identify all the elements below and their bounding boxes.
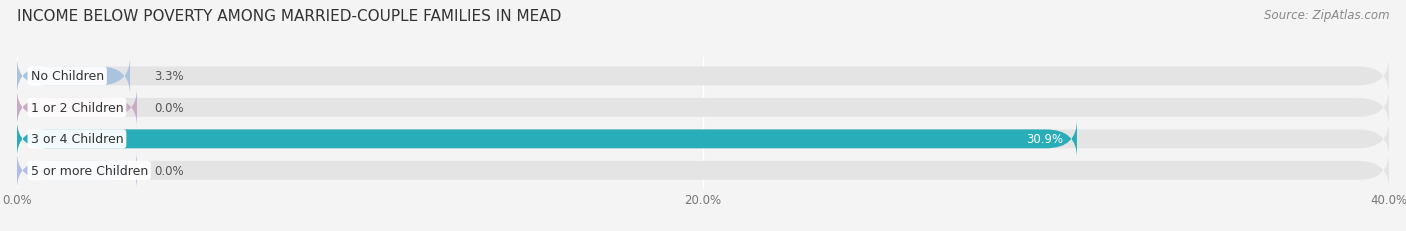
Text: INCOME BELOW POVERTY AMONG MARRIED-COUPLE FAMILIES IN MEAD: INCOME BELOW POVERTY AMONG MARRIED-COUPL… xyxy=(17,9,561,24)
Text: No Children: No Children xyxy=(31,70,104,83)
FancyBboxPatch shape xyxy=(17,89,1389,127)
Text: 5 or more Children: 5 or more Children xyxy=(31,164,148,177)
FancyBboxPatch shape xyxy=(17,152,1389,189)
FancyBboxPatch shape xyxy=(17,120,1077,158)
FancyBboxPatch shape xyxy=(17,120,1389,158)
Text: 0.0%: 0.0% xyxy=(155,164,184,177)
FancyBboxPatch shape xyxy=(17,89,136,127)
Text: 1 or 2 Children: 1 or 2 Children xyxy=(31,101,124,114)
Text: 3 or 4 Children: 3 or 4 Children xyxy=(31,133,124,146)
Text: 3.3%: 3.3% xyxy=(155,70,184,83)
Text: 30.9%: 30.9% xyxy=(1026,133,1063,146)
FancyBboxPatch shape xyxy=(17,152,136,189)
Text: 0.0%: 0.0% xyxy=(155,101,184,114)
Text: Source: ZipAtlas.com: Source: ZipAtlas.com xyxy=(1264,9,1389,22)
FancyBboxPatch shape xyxy=(17,58,1389,95)
FancyBboxPatch shape xyxy=(17,58,131,95)
